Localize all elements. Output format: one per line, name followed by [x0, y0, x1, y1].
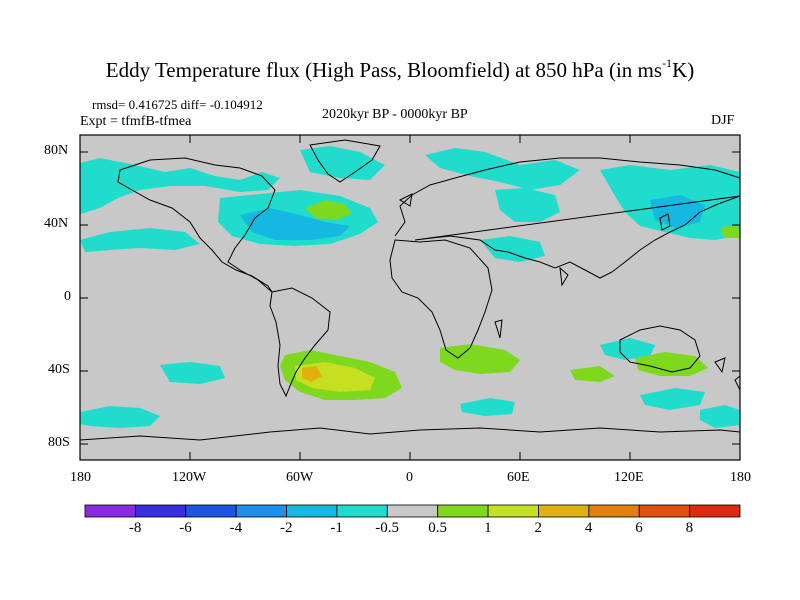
positive-anomaly-region	[305, 200, 352, 220]
negative-anomaly-region	[700, 405, 740, 428]
negative-anomaly-region	[160, 362, 225, 384]
colorbar-label: 6	[635, 520, 643, 536]
negative-anomaly-region	[240, 208, 350, 240]
period-label: 2020kyr BP - 0000kyr BP	[322, 107, 468, 122]
colorbar-label: 0.5	[428, 520, 447, 536]
colorbar-label: 1	[484, 520, 492, 536]
colorbar-label: -6	[179, 520, 192, 536]
axis-ticks	[79, 135, 741, 460]
colorbar-label: 8	[685, 520, 694, 536]
experiment-label: Expt = tfmfB-tfmea	[80, 114, 192, 129]
island-coastline	[659, 213, 671, 231]
negative-anomaly-region	[480, 236, 545, 262]
negative-anomaly-region	[495, 188, 560, 222]
africa-coastline	[389, 239, 493, 359]
colorbar-box	[638, 504, 691, 518]
lon-label: 120W	[172, 470, 207, 485]
lat-label: 0	[64, 289, 71, 304]
colorbar-box	[286, 504, 338, 518]
island-coastline	[559, 266, 569, 287]
colorbar-box	[185, 504, 237, 518]
colorbar-box	[336, 504, 388, 518]
negative-anomaly-region	[300, 146, 385, 180]
europe-asia-coastline	[394, 157, 741, 279]
lon-label: 180	[70, 470, 91, 485]
figure-title: Eddy Temperature flux (High Pass, Bloomf…	[105, 56, 695, 82]
coastlines	[79, 139, 741, 441]
negative-anomaly-region	[640, 388, 705, 410]
colorbar-label: -2	[280, 520, 293, 536]
lon-label: 0	[406, 470, 413, 485]
antarctica-coastline	[79, 427, 741, 441]
colorbar-label: -8	[128, 520, 142, 536]
colorbar-box	[437, 504, 489, 518]
positive-anomaly-region	[302, 366, 322, 382]
lon-label: 120E	[614, 470, 644, 485]
stats-text: rmsd= 0.416725 diff= -0.104912	[92, 97, 263, 112]
colorbar-label: -1	[330, 520, 343, 536]
south-america-coastline	[269, 287, 331, 398]
colorbar-box	[689, 504, 741, 518]
negative-anomaly-region	[425, 148, 580, 190]
colorbar-box	[538, 504, 590, 518]
lat-label: 80S	[48, 435, 70, 450]
colorbar	[84, 504, 741, 518]
north-america-coastline	[117, 157, 276, 293]
colorbar-box	[235, 504, 287, 518]
negative-anomaly-region	[80, 228, 200, 252]
island-coastline	[494, 319, 503, 339]
negative-anomaly-region	[460, 398, 515, 416]
colorbar-box	[134, 504, 187, 518]
lon-label: 60W	[286, 470, 314, 485]
colorbar-box	[588, 504, 640, 518]
colorbar-box	[386, 504, 439, 518]
australia-coastline	[619, 325, 701, 373]
positive-anomaly-region	[440, 344, 520, 374]
colorbar-label: -4	[229, 520, 243, 536]
colorbar-label: 2	[534, 520, 542, 536]
island-coastline	[398, 193, 413, 207]
colorbar-label: -0.5	[375, 520, 400, 536]
season-label: DJF	[711, 113, 735, 128]
positive-anomaly-region	[635, 352, 708, 376]
negative-anomaly-region	[80, 406, 160, 428]
colorbar-label: 4	[584, 520, 593, 536]
colorbar-box	[487, 504, 539, 518]
negative-anomaly-region	[600, 338, 655, 360]
positive-anomaly-region	[570, 366, 615, 382]
lon-label: 60E	[507, 470, 530, 485]
island-coastline	[714, 357, 726, 374]
negative-anomaly-region	[80, 158, 280, 214]
anomaly-field	[80, 146, 740, 428]
lat-label: 40S	[48, 362, 70, 377]
positive-anomaly-region	[720, 224, 740, 238]
lon-label: 180	[730, 470, 751, 485]
greenland-coastline	[309, 139, 381, 183]
lat-label: 40N	[44, 216, 69, 231]
lat-label: 80N	[44, 143, 69, 158]
colorbar-box	[84, 504, 136, 518]
